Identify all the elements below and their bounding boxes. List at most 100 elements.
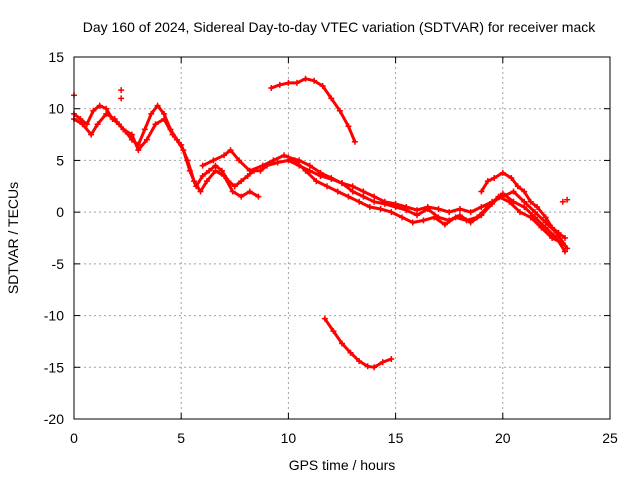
data-point <box>118 95 125 102</box>
data-point <box>246 167 253 174</box>
data-point <box>521 203 528 210</box>
data-point <box>381 198 388 205</box>
data-point <box>184 157 191 164</box>
data-point <box>90 107 97 114</box>
data-point <box>347 349 354 356</box>
data-point <box>246 188 253 195</box>
data-point <box>349 188 356 195</box>
data-point <box>120 126 127 133</box>
data-point <box>313 178 320 185</box>
chart-title: Day 160 of 2024, Sidereal Day-to-day VTE… <box>83 19 596 35</box>
data-point <box>311 77 318 84</box>
data-point <box>403 203 410 210</box>
plot-frame <box>73 56 611 420</box>
data-point <box>441 221 448 228</box>
data-point <box>366 203 373 210</box>
x-axis-label: GPS time / hours <box>289 457 396 473</box>
data-point <box>377 206 384 213</box>
data-point <box>356 358 363 365</box>
data-point <box>371 198 378 205</box>
data-point <box>555 229 562 236</box>
data-point <box>564 245 571 252</box>
data-point <box>452 214 459 221</box>
data-point <box>420 217 427 224</box>
data-point <box>199 162 206 169</box>
data-point <box>161 110 168 117</box>
data-point <box>531 209 538 216</box>
data-point <box>238 193 245 200</box>
y-tick-label: 0 <box>56 204 64 220</box>
data-point <box>409 219 416 226</box>
data-point <box>212 167 219 174</box>
data-point <box>257 167 264 174</box>
x-tick-label: 5 <box>177 430 185 446</box>
data-point <box>371 364 378 371</box>
data-point <box>111 116 118 123</box>
data-point <box>561 235 568 241</box>
y-tick-label: -5 <box>52 256 65 272</box>
data-point <box>489 198 496 205</box>
data-point <box>538 224 545 231</box>
data-point <box>514 183 521 190</box>
data-point <box>431 214 438 221</box>
data-point <box>478 188 485 195</box>
data-series <box>71 75 571 371</box>
axis-ticks: 0 5 10 15 20 25 -20 -15 -10 -5 0 5 10 15 <box>44 49 618 446</box>
data-point <box>154 102 161 109</box>
series-track-4 <box>286 155 569 250</box>
data-point <box>328 175 335 182</box>
data-point <box>349 183 356 190</box>
data-point <box>527 214 534 221</box>
data-point <box>506 198 513 205</box>
y-axis-label: SDTVAR / TECUs <box>5 182 21 294</box>
data-point <box>229 188 236 195</box>
data-point <box>319 82 326 89</box>
data-point <box>236 157 243 164</box>
data-point <box>218 167 225 174</box>
data-point <box>270 157 277 164</box>
data-point <box>339 340 345 347</box>
y-tick-label: 5 <box>56 152 64 168</box>
data-point <box>356 198 363 205</box>
data-point <box>345 123 352 130</box>
data-point <box>499 169 506 176</box>
data-point <box>414 212 421 219</box>
y-tick-label: -10 <box>44 308 64 324</box>
data-point <box>238 178 245 185</box>
data-point <box>302 167 309 174</box>
data-point <box>424 203 431 210</box>
data-point <box>508 175 515 182</box>
data-point <box>521 198 528 205</box>
data-point <box>306 162 313 169</box>
x-tick-label: 15 <box>388 430 404 446</box>
data-point <box>96 102 103 109</box>
data-point <box>446 209 453 216</box>
data-point <box>392 200 399 207</box>
data-point <box>274 159 281 166</box>
data-point <box>351 138 358 145</box>
data-point <box>221 152 228 159</box>
data-point <box>79 121 86 128</box>
data-point <box>549 235 556 241</box>
data-point <box>197 188 204 195</box>
data-point <box>542 214 549 221</box>
data-point <box>484 178 491 185</box>
data-point <box>203 178 210 185</box>
data-point <box>169 131 176 138</box>
data-point <box>339 180 345 187</box>
data-point <box>527 198 534 205</box>
data-point <box>371 193 378 200</box>
data-point <box>293 79 300 86</box>
y-tick-label: -20 <box>44 411 64 427</box>
data-point <box>360 188 367 195</box>
data-point <box>281 152 288 159</box>
data-point <box>549 224 556 231</box>
data-point <box>221 172 228 179</box>
data-point <box>268 85 275 92</box>
data-point <box>388 356 395 363</box>
data-point <box>244 172 251 179</box>
data-point <box>206 167 213 174</box>
x-tick-label: 10 <box>281 430 297 446</box>
data-point <box>276 81 283 88</box>
